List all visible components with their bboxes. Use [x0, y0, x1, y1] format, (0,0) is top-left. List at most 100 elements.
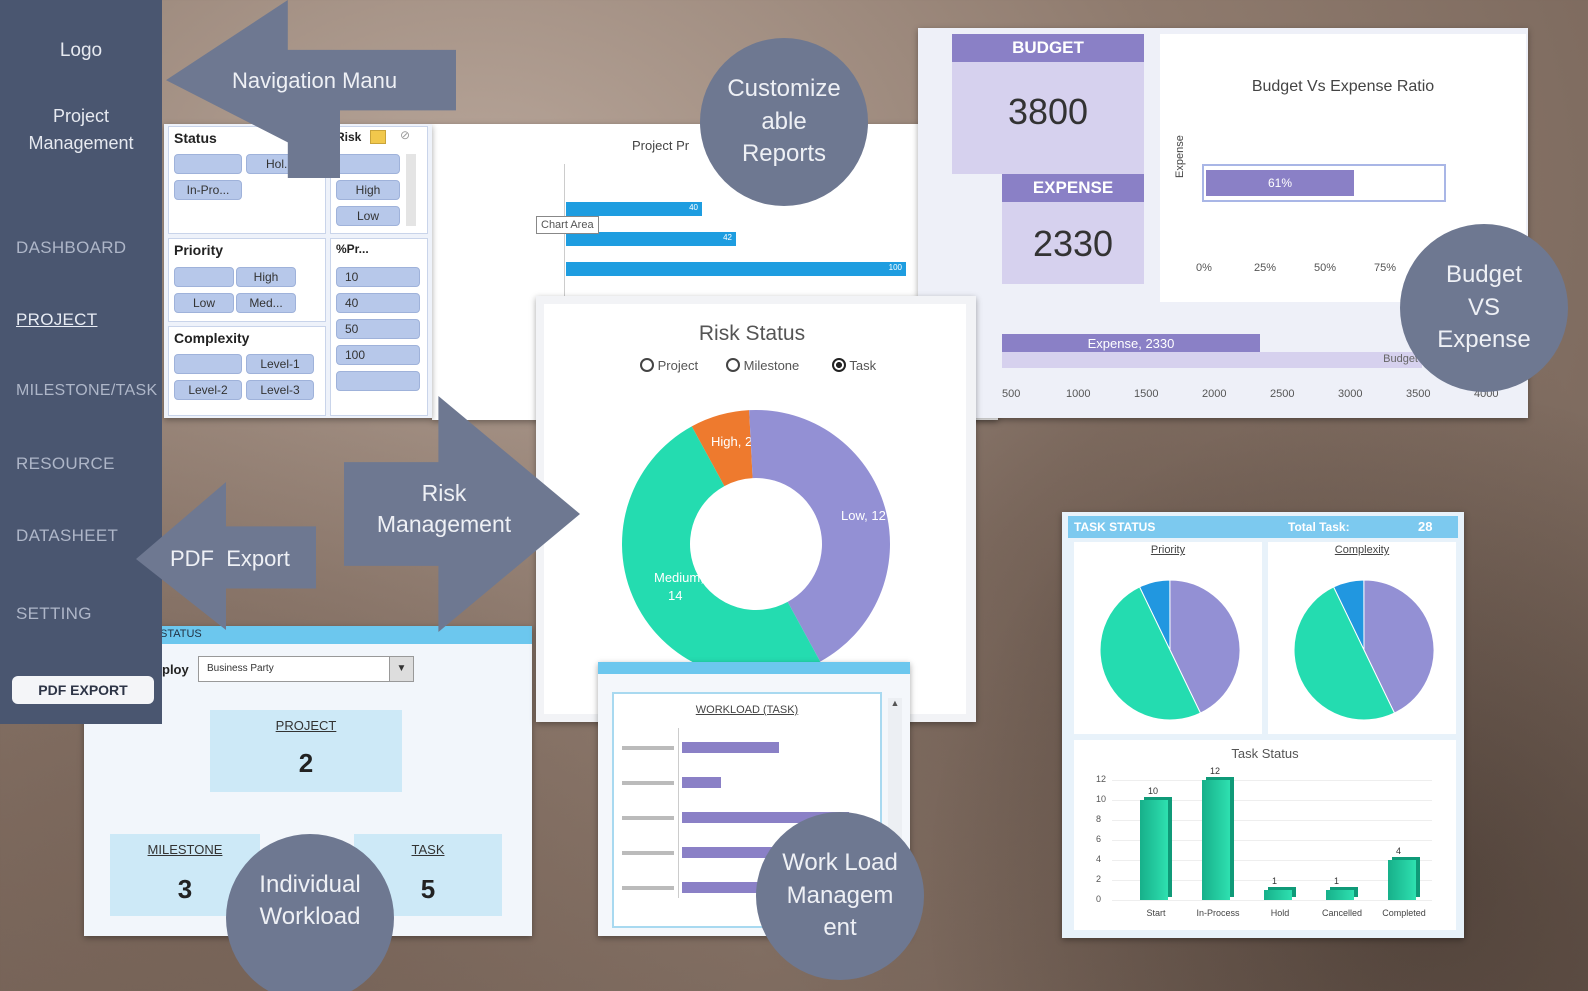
- workload-callout-line3: ent: [823, 914, 857, 942]
- progress-chip-50[interactable]: 50: [336, 319, 420, 339]
- workload-header: [598, 662, 910, 674]
- total-task-label: Total Task:: [1288, 520, 1350, 534]
- budget-bar-label: Budget: [1383, 353, 1418, 365]
- risk-callout-line1: Risk: [421, 480, 467, 506]
- nav-project[interactable]: PROJECT: [16, 310, 98, 329]
- risk-slicer-title: Risk: [336, 130, 362, 144]
- nav-resource[interactable]: RESOURCE: [16, 454, 115, 473]
- risk-chip-low[interactable]: Low: [336, 206, 400, 226]
- risk-option-project[interactable]: Project: [640, 358, 698, 373]
- risk-option-label: Project: [657, 358, 699, 373]
- app-title-line1: Project: [52, 106, 110, 126]
- reports-callout-line2: able: [761, 107, 807, 135]
- nav-setting[interactable]: SETTING: [16, 604, 92, 623]
- progress-chip-100[interactable]: 100: [336, 345, 420, 365]
- ratio-title: Budget Vs Expense Ratio: [1251, 78, 1435, 95]
- budget-bar: Budget: [1002, 352, 1422, 368]
- task-status-bar: [1264, 890, 1292, 900]
- progress-bar-1: 40: [566, 202, 702, 216]
- complexity-chip-level1[interactable]: Level-1: [246, 354, 314, 374]
- risk-option-milestone[interactable]: Milestone: [726, 358, 799, 373]
- task-status-value: 4: [1396, 846, 1402, 856]
- task-status-value: 1: [1272, 876, 1278, 886]
- risk-slice-label: Low, 12: [841, 508, 886, 523]
- workload-name-placeholder: [622, 816, 674, 820]
- risk-slice-label: 14: [668, 588, 682, 603]
- nav-dashboard[interactable]: DASHBOARD: [16, 238, 127, 257]
- priority-chip-medium[interactable]: Med...: [236, 293, 296, 313]
- risk-option-label: Task: [849, 358, 877, 373]
- reports-callout-line3: Reports: [741, 140, 827, 168]
- multiselect-icon[interactable]: [370, 130, 386, 144]
- risk-chip-blank[interactable]: [336, 154, 400, 174]
- workload-callout-line2: Managem: [786, 881, 894, 909]
- app-title-line2: Management: [28, 133, 134, 153]
- ratio-bar-label: 61%: [1267, 176, 1293, 190]
- progress-chip-40[interactable]: 40: [336, 293, 420, 313]
- priority-chip-blank[interactable]: [174, 267, 234, 287]
- task-status-category: In-Process: [1196, 908, 1240, 918]
- risk-option-task[interactable]: Task: [832, 358, 876, 373]
- y-tick: 12: [1096, 774, 1107, 784]
- progress-bar-3: 100: [566, 262, 906, 276]
- pdf-export-button[interactable]: PDF EXPORT: [12, 676, 154, 704]
- nav-milestone-task[interactable]: MILESTONE/TASK: [16, 382, 158, 399]
- progress-chip-blank[interactable]: [336, 371, 420, 391]
- priority-chip-low[interactable]: Low: [174, 293, 234, 313]
- ratio-tick: 0%: [1196, 262, 1212, 274]
- risk-chip-high[interactable]: High: [336, 180, 400, 200]
- chevron-down-icon[interactable]: ▼: [389, 657, 413, 681]
- pie-slice: [1099, 586, 1202, 721]
- nav-datasheet[interactable]: DATASHEET: [16, 526, 119, 545]
- employee-dropdown[interactable]: Business Party ▼: [198, 656, 414, 682]
- project-count-value: 2: [298, 748, 314, 778]
- risk-status-panel: Risk Status Project Milestone Task High,…: [536, 296, 976, 722]
- risk-slice: [749, 410, 890, 662]
- progress-bar-2: 42: [566, 232, 736, 246]
- risk-scrollbar[interactable]: [406, 154, 416, 226]
- expense-bar: Expense, 2330: [1002, 334, 1260, 354]
- y-tick: 8: [1096, 814, 1102, 824]
- task-count-label: TASK: [411, 842, 445, 857]
- expense-value: 2330: [1002, 202, 1144, 284]
- task-status-title: TASK STATUS: [1074, 520, 1156, 534]
- status-chip-blank[interactable]: [174, 154, 242, 174]
- chevron-up-icon[interactable]: ▲: [890, 698, 900, 708]
- workload-bar: [682, 777, 721, 788]
- pie-slice: [1363, 579, 1435, 714]
- task-status-value: 10: [1148, 786, 1159, 796]
- employee-value: Business Party: [207, 663, 274, 674]
- bar-value: 100: [888, 263, 902, 272]
- individual-callout-line2: Workload: [259, 903, 361, 930]
- gridline: [1112, 880, 1432, 881]
- x-tick: 500: [1002, 388, 1021, 400]
- risk-title: Risk Status: [698, 322, 806, 345]
- complexity-chip-blank[interactable]: [174, 354, 242, 374]
- task-status-category: Hold: [1270, 908, 1290, 918]
- x-tick: 2000: [1202, 388, 1227, 400]
- logo: Logo: [59, 40, 103, 61]
- workload-name-placeholder: [622, 886, 674, 890]
- workload-callout-line1: Work Load: [782, 849, 898, 877]
- workload-name-placeholder: [622, 851, 674, 855]
- status-chip-inprocess[interactable]: In-Pro...: [174, 180, 242, 200]
- complexity-chip-level2[interactable]: Level-2: [174, 380, 242, 400]
- budget-callout: Budget VS Expense: [1400, 224, 1568, 392]
- complexity-chip-level3[interactable]: Level-3: [246, 380, 314, 400]
- radio-unchecked-icon: [640, 358, 654, 372]
- budget-callout-line1: Budget: [1445, 261, 1523, 289]
- complexity-slicer-title: Complexity: [174, 330, 250, 346]
- milestone-count-box: MILESTONE 3: [110, 834, 260, 916]
- clear-filter-icon[interactable]: ⊘: [400, 128, 411, 142]
- risk-option-label: Milestone: [743, 358, 800, 373]
- x-tick: 1500: [1134, 388, 1159, 400]
- progress-chip-10[interactable]: 10: [336, 267, 420, 287]
- task-status-panel: TASK STATUS Total Task: 28 Priority Comp…: [1062, 512, 1464, 938]
- priority-chip-high[interactable]: High: [236, 267, 296, 287]
- milestone-count-value: 3: [177, 874, 193, 904]
- workload-title: WORKLOAD (TASK): [695, 704, 799, 716]
- navigation-callout-text: Navigation Manu: [232, 68, 398, 93]
- expense-bar-label: Expense, 2330: [1087, 336, 1175, 351]
- milestone-count-label: MILESTONE: [147, 842, 223, 857]
- task-bar-card: [1074, 740, 1456, 930]
